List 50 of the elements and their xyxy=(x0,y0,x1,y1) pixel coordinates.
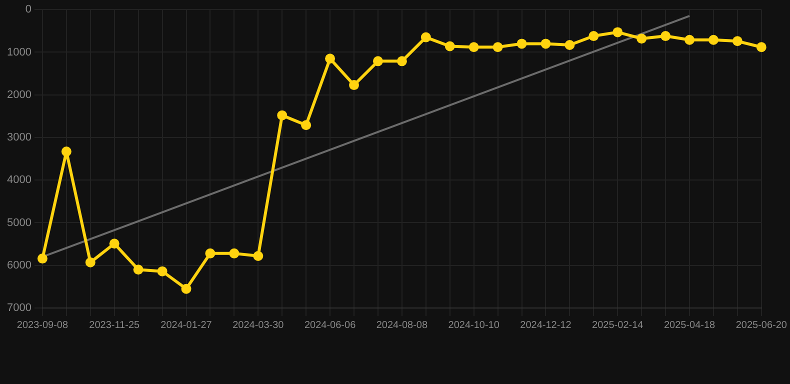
point xyxy=(253,250,264,261)
point xyxy=(732,36,742,46)
point xyxy=(181,284,192,294)
point xyxy=(325,54,336,64)
y-tick-label: 3000 xyxy=(6,132,32,144)
y-tick-label: 0 xyxy=(25,4,32,16)
point xyxy=(133,264,144,275)
y-tick-label: 1000 xyxy=(6,46,32,58)
y-tick-label: 6000 xyxy=(6,259,32,272)
x-tick-label: 2024-03-30 xyxy=(232,320,284,331)
y-tick-label: 5000 xyxy=(6,216,32,229)
y-tick-label: 4000 xyxy=(6,174,32,186)
x-tick-label: 2024-01-27 xyxy=(160,320,212,331)
point xyxy=(277,110,288,120)
point xyxy=(468,42,479,52)
y-tick-label: 2000 xyxy=(6,88,32,101)
point xyxy=(205,248,216,258)
point xyxy=(708,34,718,45)
point xyxy=(684,34,695,45)
point xyxy=(37,254,48,264)
point xyxy=(756,42,766,52)
x-tick-label: 2024-06-06 xyxy=(304,320,356,331)
point xyxy=(372,56,383,66)
y-tick-label: 7000 xyxy=(6,302,32,314)
point xyxy=(492,42,503,52)
point xyxy=(588,31,599,42)
x-tick-label: 2025-02-14 xyxy=(592,320,644,331)
point xyxy=(229,248,240,258)
point xyxy=(157,266,168,276)
point xyxy=(660,31,671,42)
point xyxy=(109,238,120,249)
point xyxy=(61,146,72,157)
x-tick-label: 2024-12-12 xyxy=(520,320,572,331)
point xyxy=(612,27,623,38)
point xyxy=(516,38,527,49)
point xyxy=(85,257,96,268)
point xyxy=(420,32,431,42)
point xyxy=(564,40,575,50)
point xyxy=(444,41,455,52)
point xyxy=(396,56,407,66)
point xyxy=(540,38,551,49)
x-tick-label: 2023-09-08 xyxy=(16,320,68,331)
point xyxy=(636,34,647,44)
point xyxy=(301,120,312,130)
point xyxy=(349,80,360,90)
x-tick-label: 2024-10-10 xyxy=(448,320,500,331)
x-tick-label: 2024-08-08 xyxy=(376,320,428,331)
x-tick-label: 2023-11-25 xyxy=(89,320,140,331)
x-tick-label: 2025-04-18 xyxy=(664,320,716,331)
x-tick-label: 2025-06-20 xyxy=(736,320,788,331)
